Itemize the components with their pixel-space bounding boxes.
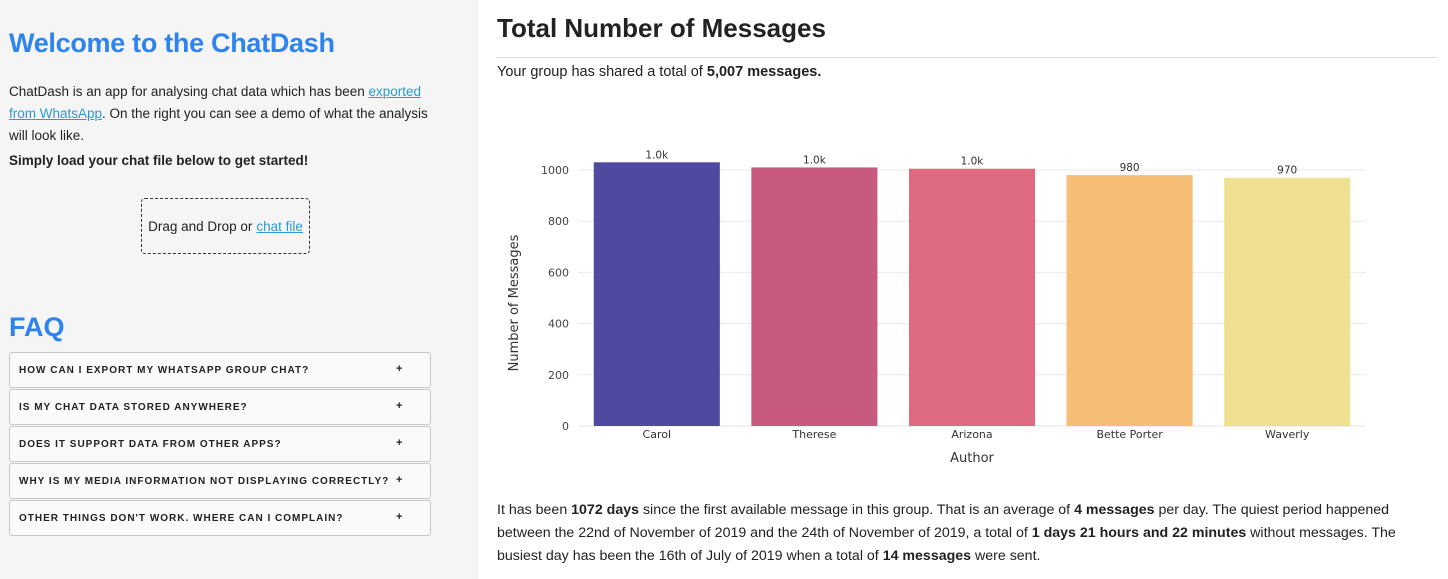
bar-value-label: 1.0k xyxy=(803,154,827,166)
faq-title: FAQ xyxy=(9,312,65,342)
x-tick-label: Waverly xyxy=(1265,428,1310,441)
expand-icon[interactable]: + xyxy=(396,363,403,375)
x-tick-label: Bette Porter xyxy=(1096,428,1163,441)
faq-item-media[interactable]: WHY IS MY MEDIA INFORMATION NOT DISPLAYI… xyxy=(9,463,431,499)
chat-file-link[interactable]: chat file xyxy=(256,218,303,234)
summary-total: 5,007 messages. xyxy=(706,64,822,80)
export-whatsapp-link[interactable]: exported from WhatsApp xyxy=(9,84,422,121)
bar-value-label: 1.0k xyxy=(961,156,985,168)
sidebar-title: Welcome to the ChatDash xyxy=(9,28,335,58)
bar-value-label: 970 xyxy=(1277,165,1297,177)
y-tick-label: 600 xyxy=(548,266,569,279)
file-upload-dropzone[interactable]: Drag and Drop or chat file xyxy=(141,198,310,254)
stats-average: 4 messages xyxy=(1074,502,1155,518)
faq-question: WHY IS MY MEDIA INFORMATION NOT DISPLAYI… xyxy=(19,475,390,487)
bar-bette-porter[interactable] xyxy=(1066,175,1193,426)
y-tick-label: 200 xyxy=(548,369,569,382)
sidebar: Welcome to the ChatDash ChatDash is an a… xyxy=(0,0,479,579)
summary-text: Your group has shared a total of xyxy=(497,64,707,80)
stats-text: per day. The quiest period happened betw… xyxy=(497,502,1390,541)
intro-text-after: . On the right you can see a demo of wha… xyxy=(9,106,428,143)
faq-item-export[interactable]: HOW CAN I EXPORT MY WHATSAPP GROUP CHAT?… xyxy=(9,352,431,388)
expand-icon[interactable]: + xyxy=(396,400,403,412)
x-tick-label: Carol xyxy=(643,428,672,441)
expand-icon[interactable]: + xyxy=(396,474,403,486)
y-tick-label: 800 xyxy=(548,215,569,228)
y-tick-label: 0 xyxy=(562,420,569,433)
faq-item-other-apps[interactable]: DOES IT SUPPORT DATA FROM OTHER APPS? + xyxy=(9,426,431,462)
y-axis-title: Number of Messages xyxy=(507,234,522,371)
faq-question: DOES IT SUPPORT DATA FROM OTHER APPS? xyxy=(19,438,282,450)
page-title: Total Number of Messages xyxy=(497,13,826,43)
stats-text: were sent. xyxy=(971,548,1041,564)
get-started-text: Simply load your chat file below to get … xyxy=(9,153,309,168)
upload-text: Drag and Drop or xyxy=(148,218,253,234)
bar-value-label: 1.0k xyxy=(645,149,669,161)
intro-text: ChatDash is an app for analysing chat da… xyxy=(9,81,439,147)
stats-text: It has been xyxy=(497,502,572,518)
x-tick-label: Arizona xyxy=(951,428,992,441)
faq-question: IS MY CHAT DATA STORED ANYWHERE? xyxy=(19,401,248,413)
bar-carol[interactable] xyxy=(593,162,720,426)
y-tick-label: 1000 xyxy=(541,164,569,177)
bar-value-label: 980 xyxy=(1120,162,1140,174)
x-tick-label: Therese xyxy=(791,428,836,441)
main-content: Total Number of Messages Your group has … xyxy=(497,0,1437,579)
stats-quiet-period: 1 days 21 hours and 22 minutes xyxy=(1031,525,1247,541)
faq-item-complain[interactable]: OTHER THINGS DON'T WORK. WHERE CAN I COM… xyxy=(9,500,431,536)
stats-busiest-count: 14 messages xyxy=(882,548,972,564)
x-axis-title: Author xyxy=(950,451,994,466)
intro-text-before: ChatDash is an app for analysing chat da… xyxy=(9,84,369,99)
expand-icon[interactable]: + xyxy=(396,511,403,523)
bar-waverly[interactable] xyxy=(1224,177,1351,426)
faq-question: OTHER THINGS DON'T WORK. WHERE CAN I COM… xyxy=(19,512,344,524)
stats-text: since the first available message in thi… xyxy=(639,502,1075,518)
faq-list: HOW CAN I EXPORT MY WHATSAPP GROUP CHAT?… xyxy=(9,352,431,537)
stats-days: 1072 days xyxy=(571,502,639,518)
bar-arizona[interactable] xyxy=(908,168,1036,426)
faq-item-storage[interactable]: IS MY CHAT DATA STORED ANYWHERE? + xyxy=(9,389,431,425)
messages-bar-chart[interactable]: 0 200 400 600 800 1000 1.0k Carol 1.0k Therese 1.0… xyxy=(497,130,1397,475)
y-tick-label: 400 xyxy=(548,318,569,331)
bar-therese[interactable] xyxy=(751,167,878,426)
stats-paragraph: It has been 1072 days since the first av… xyxy=(497,499,1442,568)
stats-text: without messages. The busiest day has be… xyxy=(497,525,1396,564)
message-summary: Your group has shared a total of 5,007 m… xyxy=(497,64,821,80)
title-divider xyxy=(497,57,1437,58)
faq-question: HOW CAN I EXPORT MY WHATSAPP GROUP CHAT? xyxy=(19,364,310,376)
expand-icon[interactable]: + xyxy=(396,437,403,449)
